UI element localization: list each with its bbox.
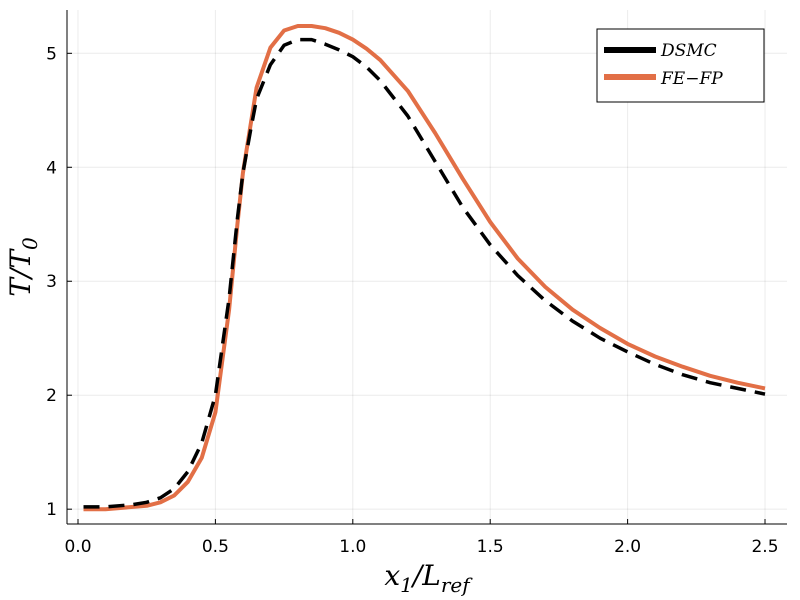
x-tick-label: 2.5 (751, 537, 778, 557)
x-tick-label: 2.0 (614, 537, 641, 557)
y-tick-label: 3 (46, 272, 57, 292)
y-ticks: 1 2 3 4 5 (46, 44, 72, 520)
x-tick-label: 0.0 (64, 537, 91, 557)
legend-label-dsmc: DSMC (660, 41, 717, 61)
x-ticks: 0.0 0.5 1.0 1.5 2.0 2.5 (64, 519, 779, 557)
legend-box (596, 28, 765, 103)
series-line-fe-fp (83, 24, 766, 512)
series-layer (83, 24, 766, 512)
grid-lines (67, 10, 787, 524)
axes (66, 10, 787, 525)
x-axis-title: x1/Lref (384, 559, 473, 597)
legend: DSMC FE−FP (596, 28, 765, 103)
x-tick-label: 1.0 (339, 537, 366, 557)
y-tick-label: 1 (46, 500, 57, 520)
y-tick-label: 4 (46, 158, 57, 178)
legend-label-fe-fp: FE−FP (660, 69, 723, 89)
x-tick-label: 0.5 (202, 537, 229, 557)
x-tick-label: 1.5 (477, 537, 504, 557)
y-axis-title: T/T0 (4, 237, 42, 297)
y-tick-label: 2 (46, 386, 57, 406)
y-tick-label: 5 (46, 44, 57, 64)
series-line-dsmc (83, 37, 766, 509)
